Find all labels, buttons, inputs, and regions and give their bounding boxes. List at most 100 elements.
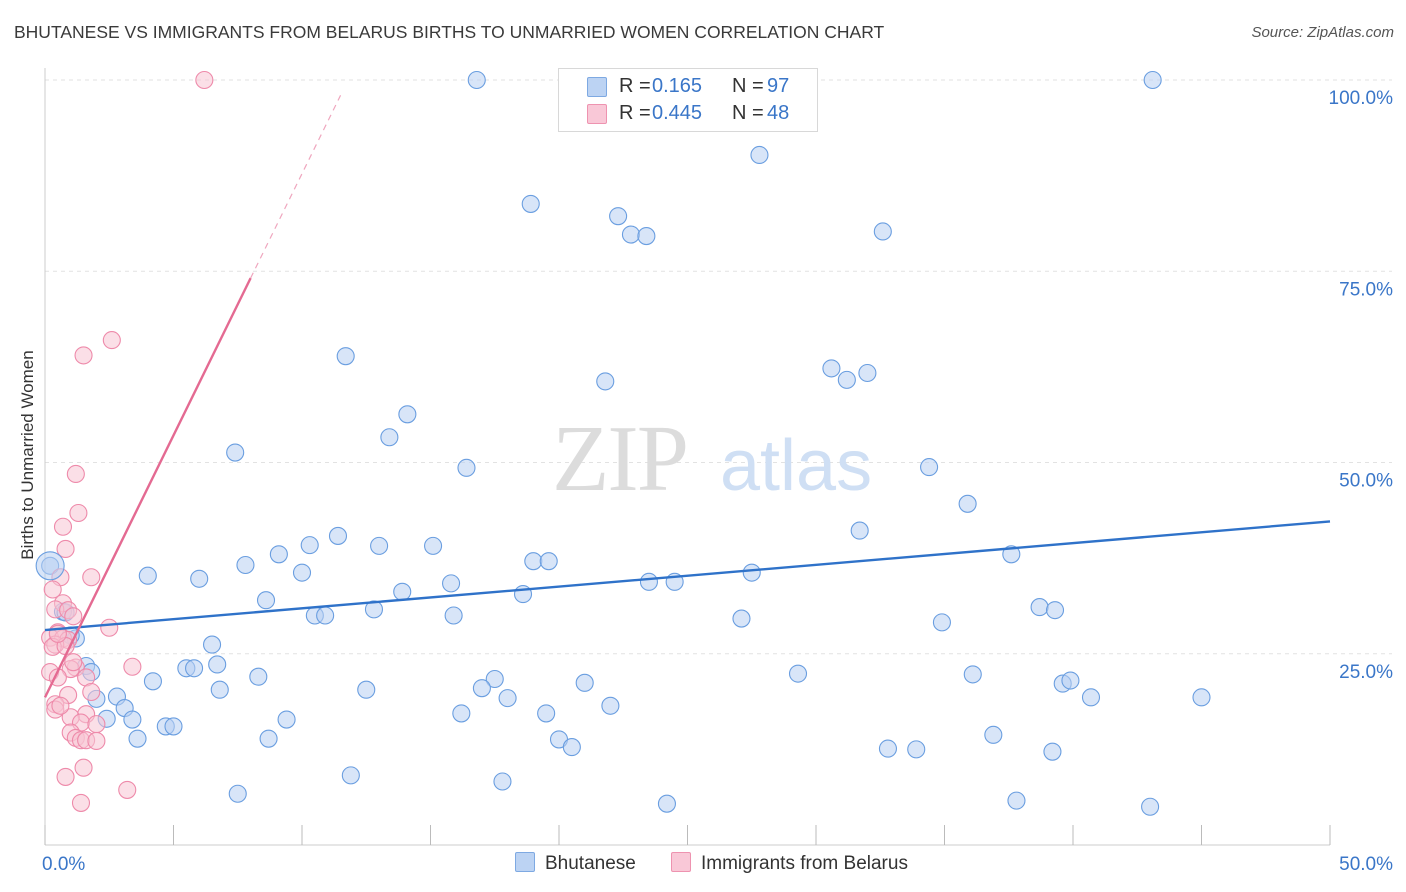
r-label: R = [619,102,651,124]
bhutanese-point-25 [1002,545,1021,564]
bhutanese-point-18 [958,494,977,513]
belarus-point-43 [118,780,137,799]
belarus-point-5 [53,517,73,536]
belarus-point-2 [74,346,93,365]
bhutanese-point-19 [850,521,869,540]
bhutanese-point-56 [788,664,808,683]
bhutanese-point-5 [621,225,641,244]
belarus-point-6 [56,539,75,558]
bhutanese-point-12 [596,372,615,391]
bhutanese-point-0 [467,70,486,90]
bhutanese-point-9 [822,359,841,378]
bhutanese-point-large [35,551,65,581]
bhutanese-point-39 [364,600,384,619]
bhutanese-point-84 [562,738,581,757]
bhutanese-point-16 [457,458,476,477]
bhutanese-point-58 [143,672,162,691]
bhutanese-point-77 [277,710,296,729]
r-value: 0.445 [652,102,703,124]
bhutanese-point-85 [878,739,898,758]
bhutanese-point-24 [269,545,288,564]
y-tick-label-2: 50.0% [1339,471,1393,492]
bhutanese-point-46 [932,613,951,632]
bhutanese-point-31 [138,566,157,585]
bhutanese-point-86 [907,740,926,759]
belarus-point-46 [64,653,83,672]
belarus-point-1 [102,331,121,350]
bhutanese-point-62 [1061,671,1080,690]
bhutanese-point-90 [228,784,247,803]
bhutanese-point-20 [328,526,348,545]
y-axis-label: Births to Unmarried Women [18,350,37,560]
bhutanese-point-79 [164,717,183,736]
belarus-point-9 [43,580,62,599]
bhutanese-point-4 [609,207,628,226]
bhutanese-point-59 [485,669,504,689]
bhutanese-point-38 [256,591,276,610]
bhutanese-point-57 [963,665,982,684]
bhutanese-point-35 [442,574,461,593]
belarus-point-22 [123,657,142,676]
bhutanese-point-76 [123,710,142,729]
bhutanese-point-82 [259,729,278,748]
bhutanese-point-93 [1141,797,1160,816]
belarus-point-42 [56,767,75,786]
bhutanese-point-49 [203,635,222,654]
belarus-point-47 [51,696,70,715]
y-tick-label-3: 25.0% [1339,662,1393,683]
belarus-point-35 [87,715,106,734]
bhutanese-point-6 [637,227,656,246]
bhutanese-point-27 [539,552,558,571]
bhutanese-point-33 [639,572,659,591]
bhutanese-point-89 [493,772,512,791]
n-label: N = [732,102,764,124]
watermark: ZIP atlas [552,407,872,511]
stats-legend: R = 0.165 N = 97 R = 0.445 N = 48 [558,68,818,132]
bhutanese-swatch [587,77,607,97]
n-label: N = [732,75,764,97]
belarus-point-14 [100,618,119,637]
legend-item-bhutanese: Bhutanese [515,852,636,875]
bhutanese-point-71 [601,696,620,715]
bhutanese-point-10 [837,370,856,389]
data-points [35,70,1211,816]
source-credit: Source: ZipAtlas.com [1251,24,1394,41]
bhutanese-point-29 [292,563,312,582]
bhutanese-point-22 [370,536,389,555]
n-value: 97 [767,75,790,97]
bhutanese-point-8 [336,347,355,366]
bhutanese-point-65 [472,679,491,698]
r-label: R = [619,75,651,97]
belarus-trend-extension [250,95,342,279]
bhutanese-point-80 [984,725,1003,744]
belarus-point-41 [74,758,93,777]
watermark-atlas: atlas [720,426,872,506]
x-tick-label-0: 0.0% [42,854,85,875]
bhutanese-point-64 [357,680,376,699]
belarus-point-28 [82,682,101,702]
bhutanese-point-81 [128,729,147,748]
bhutanese-point-45 [732,609,751,628]
bhutanese-point-21 [300,536,319,555]
belarus-point-3 [66,464,85,484]
bhutanese-point-68 [1192,688,1211,707]
bhutanese-point-7 [873,222,892,241]
bhutanese-point-15 [226,443,245,462]
bhutanese-point-30 [742,563,761,582]
n-value: 48 [767,102,790,124]
bhutanese-point-44 [1045,601,1065,620]
belarus-point-8 [82,568,101,587]
bhutanese-point-60 [575,673,594,692]
belarus-point-0 [195,70,214,90]
bhutanese-point-28 [236,555,255,575]
belarus-swatch [587,104,607,124]
legend-label-belarus: Immigrants from Belarus [701,853,908,874]
bhutanese-point-73 [452,704,471,723]
bhutanese-point-32 [190,569,209,588]
bhutanese-point-26 [524,552,543,571]
belarus-point-4 [69,503,88,523]
bhutanese-point-41 [316,606,335,625]
bhutanese-point-23 [424,536,443,555]
y-tick-label-1: 75.0% [1339,279,1393,300]
bhutanese-point-50 [208,655,227,674]
